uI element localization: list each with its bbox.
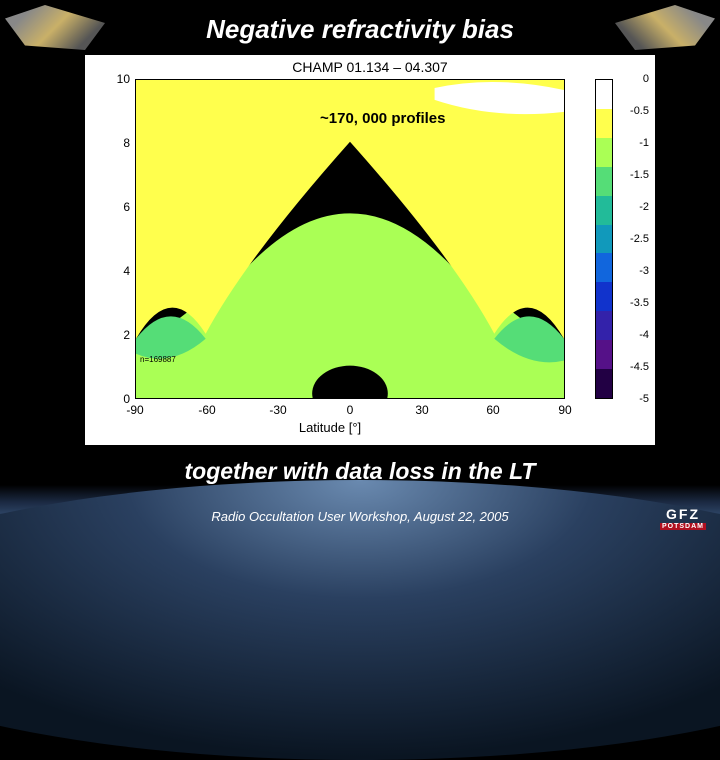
colorbar-tick: -1 (639, 137, 649, 149)
chart-container: CHAMP 01.134 – 04.307 (85, 55, 655, 445)
xtick: -30 (269, 403, 286, 417)
ytick: 2 (110, 328, 130, 342)
xtick: 0 (347, 403, 354, 417)
colorbar-tick: -5 (639, 393, 649, 405)
slide-title: Negative refractivity bias (0, 0, 720, 45)
xtick: 60 (486, 403, 499, 417)
logo-main: GFZ (666, 506, 700, 522)
x-axis-label: Latitude [°] (85, 420, 575, 435)
chart-title: CHAMP 01.134 – 04.307 (85, 55, 655, 75)
footer-text: Radio Occultation User Workshop, August … (0, 509, 720, 524)
colorbar (595, 79, 613, 399)
logo-sub: POTSDAM (660, 523, 706, 530)
colorbar-tick: 0 (643, 73, 649, 85)
colorbar-tick: -0.5 (630, 105, 649, 117)
contour-plot (135, 79, 565, 399)
colorbar-tick: -2.5 (630, 233, 649, 245)
ytick: 8 (110, 136, 130, 150)
ytick: 4 (110, 264, 130, 278)
colorbar-tick: -4.5 (630, 361, 649, 373)
contour-svg (136, 80, 564, 399)
sample-size-note: n=169887 (140, 355, 176, 364)
colorbar-tick: -1.5 (630, 169, 649, 181)
colorbar-tick: -3.5 (630, 297, 649, 309)
colorbar-tick: -4 (639, 329, 649, 341)
ytick: 6 (110, 200, 130, 214)
profile-count-annotation: ~170, 000 profiles (320, 110, 446, 127)
xtick: 90 (558, 403, 571, 417)
gfz-logo: GFZ POTSDAM (660, 506, 706, 530)
xtick: -60 (198, 403, 215, 417)
colorbar-label: BIAS N (CHAMP–ECMWF) [%] (654, 174, 668, 341)
colorbar-tick: -3 (639, 265, 649, 277)
xtick: -90 (126, 403, 143, 417)
ytick: 10 (110, 72, 130, 86)
xtick: 30 (415, 403, 428, 417)
colorbar-tick: -2 (639, 201, 649, 213)
